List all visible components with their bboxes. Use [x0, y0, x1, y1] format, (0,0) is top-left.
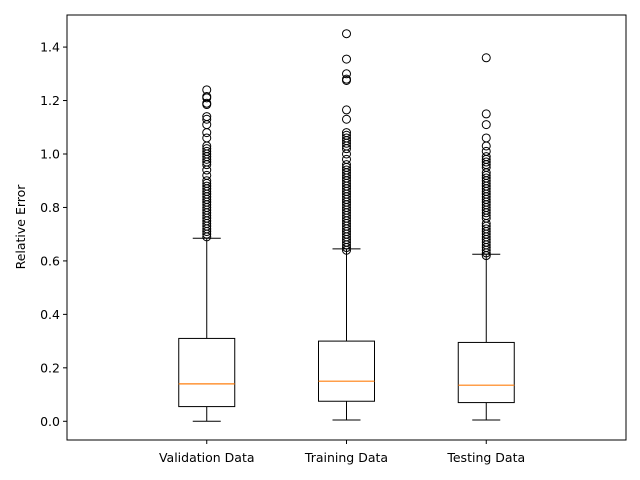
- outlier-point: [481, 152, 491, 162]
- outlier-point: [202, 114, 212, 124]
- y-tick-label: 0.0: [40, 414, 60, 429]
- outlier-point: [342, 154, 351, 164]
- outlier-point: [342, 133, 351, 143]
- x-axis-ticks: Validation Data Training Data Testing Data: [159, 440, 525, 465]
- outlier-point: [481, 120, 491, 130]
- outlier-point: [202, 144, 212, 154]
- outlier-point: [342, 74, 351, 84]
- iqr-box: [457, 341, 515, 404]
- outlier-point: [342, 114, 351, 124]
- outlier-point: [342, 29, 351, 39]
- iqr-box: [178, 337, 236, 408]
- outlier-point: [202, 98, 212, 108]
- outlier-point: [342, 105, 351, 115]
- y-tick-label: 1.0: [40, 146, 60, 161]
- outlier-point: [481, 53, 491, 63]
- chart-marks: [178, 29, 515, 422]
- outlier-point: [342, 130, 351, 140]
- x-tick-label: Validation Data: [159, 450, 255, 465]
- outlier-point: [481, 146, 491, 156]
- box-group: [178, 85, 236, 422]
- outlier-point: [481, 224, 491, 234]
- outlier-point: [202, 92, 212, 102]
- iqr-box: [318, 340, 375, 402]
- outlier-point: [481, 157, 491, 167]
- outlier-point: [342, 69, 351, 79]
- y-tick-label: 1.4: [40, 40, 60, 55]
- box-group: [457, 53, 515, 421]
- outlier-point: [481, 109, 491, 119]
- x-tick-label: Testing Data: [446, 450, 525, 465]
- outlier-point: [481, 133, 491, 143]
- box-group: [318, 29, 375, 421]
- outlier-point: [342, 54, 351, 64]
- outlier-point: [342, 165, 351, 175]
- outlier-point: [202, 133, 212, 143]
- y-tick-label: 1.2: [40, 93, 60, 108]
- outlier-point: [481, 173, 491, 183]
- outlier-point: [202, 176, 212, 186]
- y-tick-label: 0.8: [40, 200, 60, 215]
- outlier-point: [342, 128, 351, 138]
- y-tick-label: 0.4: [40, 307, 60, 322]
- outlier-point: [202, 170, 212, 180]
- outlier-point: [202, 112, 212, 122]
- y-axis-ticks: 0.0 0.2 0.4 0.6 0.8 1.0 1.2 1.4: [40, 40, 67, 429]
- outlier-point: [342, 160, 351, 170]
- y-tick-label: 0.6: [40, 253, 60, 268]
- x-tick-label: Training Data: [304, 450, 388, 465]
- outlier-point: [202, 85, 212, 95]
- outlier-point: [202, 181, 212, 191]
- y-axis-label: Relative Error: [13, 184, 28, 270]
- y-tick-label: 0.2: [40, 360, 60, 375]
- outlier-point: [202, 146, 212, 156]
